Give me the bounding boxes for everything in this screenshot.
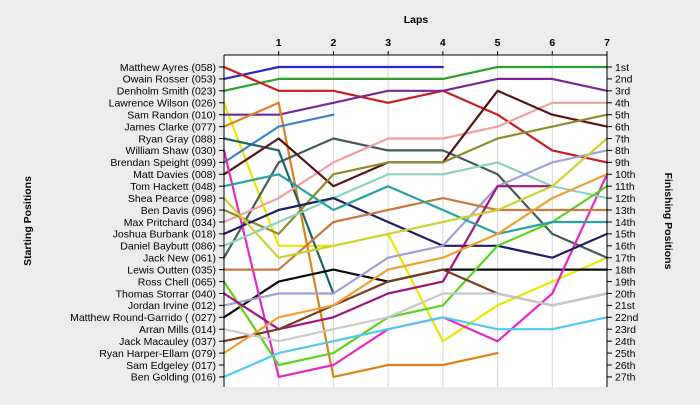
- labels: 1 2 3 4 5 6 7 Matthew Ayres (058) 1st Owain Rosse…: [70, 37, 638, 384]
- finishing-position-label: 12th: [615, 193, 636, 205]
- starting-position-label: Denholm Smith (023): [117, 86, 216, 98]
- finishing-position-label: 18th: [615, 264, 636, 276]
- y-axis-title-left: Starting Positions: [22, 176, 34, 266]
- finishing-position-label: 5th: [615, 109, 630, 121]
- finishing-position-label: 20th: [615, 288, 636, 300]
- starting-position-label: Lewis Outten (035): [127, 264, 216, 276]
- finishing-position-label: 8th: [615, 145, 630, 157]
- series-line-18: [222, 185, 609, 367]
- series-line-6: [222, 101, 499, 378]
- starting-position-label: Jack New (061): [143, 253, 216, 265]
- x-tick-label-lap-5: 5: [495, 37, 501, 49]
- starting-position-label: Shea Pearce (098): [128, 193, 216, 205]
- series-line-15: [222, 161, 609, 247]
- starting-position-label: Brendan Speight (099): [110, 157, 216, 169]
- finishing-position-label: 21st: [615, 300, 635, 312]
- finishing-position-label: 10th: [615, 169, 636, 181]
- finishing-position-label: 17th: [615, 253, 636, 265]
- x-tick-label-lap-3: 3: [385, 37, 391, 49]
- axes: [219, 51, 612, 387]
- series-line-16: [222, 197, 609, 259]
- starting-position-label: Owain Rosser (053): [123, 74, 216, 86]
- series-line-19: [222, 197, 609, 271]
- finishing-position-label: 19th: [615, 276, 636, 288]
- series-line-14: [222, 113, 609, 235]
- starting-position-label: Matthew Ayres (058): [120, 62, 216, 74]
- series-line-22: [222, 173, 609, 235]
- starting-position-label: Ryan Harper-Ellam (079): [99, 348, 216, 360]
- finishing-position-label: 24th: [615, 336, 636, 348]
- starting-position-label: Arran Mills (014): [139, 324, 216, 336]
- x-tick-label-lap-4: 4: [440, 37, 446, 49]
- starting-position-label: Daniel Baybutt (086): [120, 241, 216, 253]
- finishing-position-label: 4th: [615, 98, 630, 110]
- series-lines: [222, 65, 609, 378]
- finishing-position-label: 14th: [615, 217, 636, 229]
- finishing-position-label: 11th: [615, 181, 635, 193]
- x-tick-label-lap-7: 7: [604, 37, 610, 49]
- finishing-position-label: 16th: [615, 241, 636, 253]
- finishing-position-label: 23rd: [615, 324, 636, 336]
- finishing-position-label: 15th: [615, 229, 636, 241]
- starting-position-label: Thomas Storrar (040): [116, 288, 216, 300]
- finishing-position-label: 1st: [615, 62, 629, 74]
- series-line-5: [222, 77, 609, 116]
- y-axis-title-right: Finishing Positions: [662, 173, 674, 270]
- starting-position-label: Ryan Gray (088): [138, 133, 216, 145]
- starting-position-label: Sam Randon (010): [127, 109, 216, 121]
- starting-position-label: Jordan Irvine (012): [128, 300, 216, 312]
- starting-position-label: Joshua Burbank (018): [113, 229, 216, 241]
- finishing-position-label: 3rd: [615, 86, 630, 98]
- starting-position-label: William Shaw (030): [126, 145, 216, 157]
- starting-position-label: Ross Chell (065): [138, 276, 216, 288]
- series-line-10: [222, 101, 609, 224]
- starting-position-label: Jack Macauley (037): [119, 336, 216, 348]
- x-axis-title: Laps: [404, 14, 429, 26]
- series-line-24: [222, 173, 609, 355]
- finishing-position-label: 13th: [615, 205, 636, 217]
- series-line-1: [222, 65, 444, 81]
- finishing-position-label: 26th: [615, 360, 636, 372]
- starting-position-label: Ben Davis (096): [141, 205, 216, 217]
- starting-position-label: Matt Davies (008): [133, 169, 216, 181]
- series-line-17: [222, 149, 609, 307]
- starting-position-label: Matthew Round-Garrido ( (027): [70, 312, 216, 324]
- starting-position-label: Ben Golding (016): [131, 372, 216, 384]
- finishing-position-label: 27th: [615, 372, 636, 384]
- finishing-position-label: 6th: [615, 121, 630, 133]
- starting-position-label: Sam Edgeley (017): [126, 360, 216, 372]
- x-tick-label-lap-6: 6: [549, 37, 555, 49]
- series-line-23: [222, 316, 609, 378]
- finishing-position-label: 9th: [615, 157, 630, 169]
- starting-position-label: Lawrence Wilson (026): [109, 98, 216, 110]
- starting-position-label: James Clarke (077): [124, 121, 216, 133]
- series-line-7: [222, 113, 335, 164]
- starting-position-label: Tom Hackett (048): [130, 181, 216, 193]
- finishing-position-label: 22nd: [615, 312, 639, 324]
- finishing-position-label: 7th: [615, 133, 630, 145]
- series-line-9: [222, 137, 335, 295]
- series-line-3: [222, 65, 609, 164]
- series-line-2: [222, 65, 609, 92]
- finishing-position-label: 2nd: [615, 74, 633, 86]
- x-tick-label-lap-2: 2: [331, 37, 337, 49]
- x-tick-label-lap-1: 1: [276, 37, 282, 49]
- finishing-position-label: 25th: [615, 348, 636, 360]
- starting-position-label: Max Pritchard (034): [124, 217, 216, 229]
- series-line-26: [222, 292, 609, 343]
- series-line-25: [222, 137, 609, 259]
